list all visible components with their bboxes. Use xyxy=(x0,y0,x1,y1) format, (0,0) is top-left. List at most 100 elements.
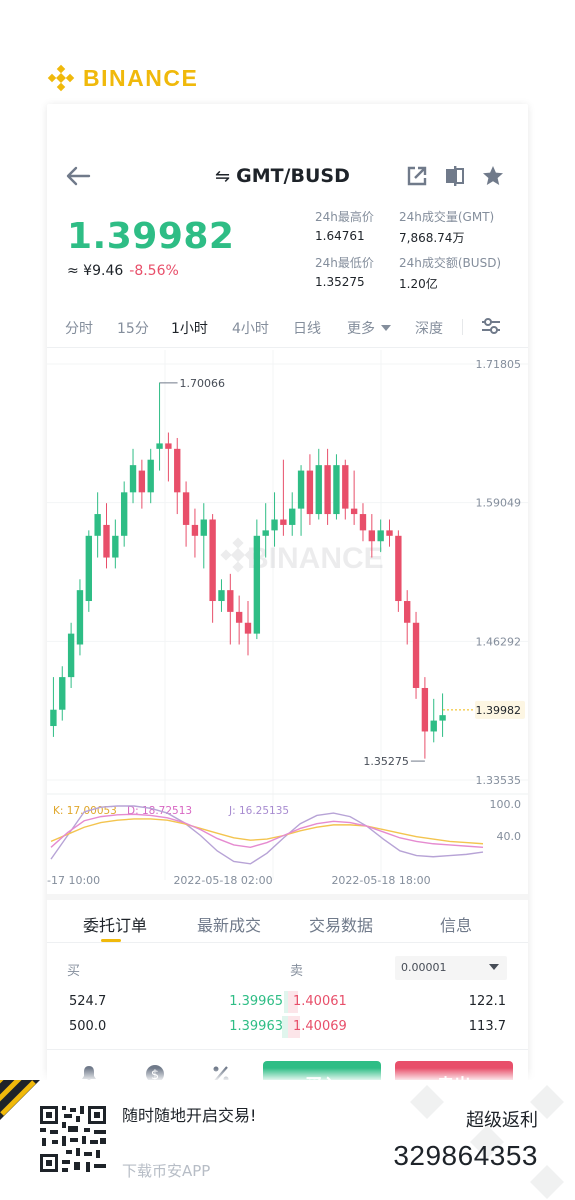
brand-name: BINANCE xyxy=(83,64,199,91)
candle-body xyxy=(103,524,110,558)
high-marker-label: 1.70066 xyxy=(180,377,226,390)
candle-body xyxy=(306,470,314,515)
stat-low: 24h最低价 1.35275 xyxy=(315,254,374,289)
interval-1d[interactable]: 日线 xyxy=(293,321,321,337)
pair-selector[interactable]: ⇋ GMT/BUSD xyxy=(215,162,350,190)
candle-body xyxy=(182,492,190,525)
binance-logo-icon xyxy=(47,64,75,92)
interval-bar: 分时 15分 1小时 4小时 日线 更多 深度 xyxy=(47,312,528,344)
sell-depth-bar xyxy=(288,991,298,1013)
footer-pattern-icon xyxy=(410,1085,564,1199)
tab-trades[interactable]: 最新成交 xyxy=(197,916,262,935)
candle-body xyxy=(289,508,296,525)
x-axis-label: 2022-05-18 18:00 xyxy=(331,874,430,887)
brand-logo: BINANCE xyxy=(47,62,198,94)
y-axis-label: 1.71805 xyxy=(476,358,522,371)
candle-body xyxy=(85,535,92,602)
kdj-d-line xyxy=(50,818,484,845)
price-markers: 1.39982 1.70066 1.35275 xyxy=(159,377,525,768)
interval-1h[interactable]: 1小时 xyxy=(171,321,208,337)
interval-time[interactable]: 分时 xyxy=(65,321,93,337)
swap-icon: ⇋ xyxy=(215,165,231,187)
candle-body xyxy=(271,519,278,531)
last-price: 1.39982 xyxy=(67,216,235,257)
footer-fade xyxy=(0,1068,575,1082)
interval-more[interactable]: 更多 xyxy=(347,318,392,338)
candlestick-chart[interactable]: BINANCE 1.71805 1.59049 1.46292 1.33535 1.3… xyxy=(47,350,528,890)
orderbook-row[interactable]: 524.7 1.39965 1.40061 122.1 xyxy=(47,991,528,1013)
buy-qty: 524.7 xyxy=(69,994,107,1009)
interval-more-label: 更多 xyxy=(347,321,375,337)
interval-depth[interactable]: 深度 xyxy=(415,321,443,337)
stat-high: 24h最高价 1.64761 xyxy=(315,208,374,243)
star-icon[interactable] xyxy=(481,164,505,188)
candle-body xyxy=(280,519,287,525)
interval-15m[interactable]: 15分 xyxy=(117,321,149,337)
footer-download[interactable]: 下载币安APP xyxy=(122,1162,211,1180)
pair-name: GMT/BUSD xyxy=(236,165,350,187)
tab-active-indicator xyxy=(101,939,121,942)
precision-select[interactable]: 0.00001 xyxy=(395,956,507,980)
candle-body xyxy=(377,530,384,542)
external-link-icon[interactable] xyxy=(405,164,429,188)
candle-body xyxy=(147,459,154,493)
footer-slogan: 随时随地开启交易! xyxy=(122,1106,257,1125)
stat-low-label: 24h最低价 xyxy=(315,256,374,270)
sell-price: 1.40069 xyxy=(293,1019,347,1034)
x-axis-label: -17 10:00 xyxy=(47,874,100,887)
kdj-j-line xyxy=(50,805,484,865)
sell-qty: 122.1 xyxy=(468,994,506,1009)
sell-price: 1.40061 xyxy=(293,994,347,1009)
orderbook-row[interactable]: 500.0 1.39963 1.40069 113.7 xyxy=(47,1016,528,1038)
arrow-left-icon[interactable] xyxy=(65,164,91,188)
trade-card: ⇋ GMT/BUSD 1.39982 ≈ ¥9.46 -8.56% 24h最高价 … xyxy=(47,104,528,1114)
tab-info[interactable]: 信息 xyxy=(440,916,473,935)
change-percent: -8.56% xyxy=(129,263,179,279)
current-price-label: 1.39982 xyxy=(476,704,522,717)
candle-body xyxy=(386,530,393,536)
candle-body xyxy=(209,519,216,602)
price-block: 1.39982 ≈ ¥9.46 -8.56% xyxy=(67,216,234,279)
candle-body xyxy=(412,622,420,688)
candle-body xyxy=(165,443,172,449)
candles xyxy=(50,382,446,759)
caret-down-icon xyxy=(381,325,392,331)
candle-body xyxy=(174,448,181,493)
kdj-axis-label: 100.0 xyxy=(490,798,522,811)
sliders-icon[interactable] xyxy=(480,316,502,336)
x-axis-labels: -17 10:00 2022-05-18 02:00 2022-05-18 18:0… xyxy=(47,874,431,887)
candle-body xyxy=(218,590,225,602)
candle-body xyxy=(227,590,234,612)
candle-body xyxy=(67,633,75,678)
candle-body xyxy=(235,611,243,623)
candle-body xyxy=(59,677,66,710)
kdj-j-label: J: 16.25135 xyxy=(228,805,289,817)
candle-body xyxy=(129,465,137,493)
candle-body xyxy=(368,530,376,542)
candle-body xyxy=(350,508,358,515)
chart-grid xyxy=(47,350,528,880)
interval-4h[interactable]: 4小时 xyxy=(232,321,269,337)
y-axis-label: 1.46292 xyxy=(476,635,522,648)
tabs-bottom-border xyxy=(47,942,528,943)
candle-body xyxy=(200,519,207,536)
candle-body xyxy=(94,514,101,536)
x-axis-label: 2022-05-18 02:00 xyxy=(173,874,272,887)
stat-high-value: 1.64761 xyxy=(315,229,365,243)
tab-trade-data[interactable]: 交易数据 xyxy=(309,916,374,935)
stat-low-value: 1.35275 xyxy=(315,275,365,289)
info-tabs: 委托订单 最新成交 交易数据 信息 xyxy=(47,894,528,942)
referral-code[interactable]: 329864353 xyxy=(393,1140,538,1171)
candle-body xyxy=(156,443,163,449)
split-view-icon[interactable] xyxy=(443,164,467,188)
orderbook-buy-label: 买 xyxy=(67,964,81,979)
chart-top-separator xyxy=(47,347,528,348)
tab-orders[interactable]: 委托订单 xyxy=(83,916,148,935)
stat-high-label: 24h最高价 xyxy=(315,210,374,224)
candle-body xyxy=(112,535,119,558)
buy-price: 1.39965 xyxy=(229,994,283,1009)
candle-body xyxy=(253,535,261,634)
candle-body xyxy=(439,715,446,721)
candle-body xyxy=(120,492,128,536)
buy-depth-bar xyxy=(282,1016,288,1038)
